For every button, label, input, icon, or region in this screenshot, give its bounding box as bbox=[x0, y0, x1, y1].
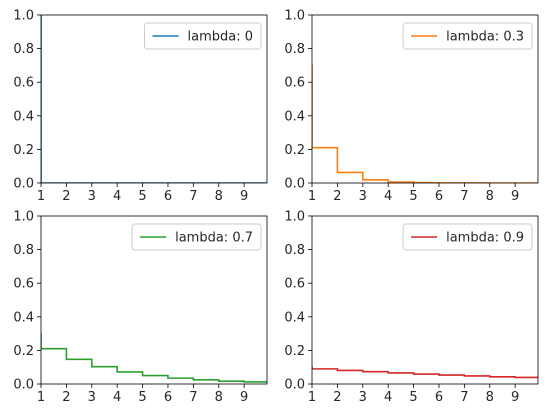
x-tick-label: 5 bbox=[138, 189, 146, 204]
x-tick-label: 5 bbox=[409, 390, 417, 405]
legend: lambda: 0 bbox=[144, 22, 262, 50]
legend-label: lambda: 0.3 bbox=[446, 30, 524, 45]
x-tick-label: 8 bbox=[215, 189, 223, 204]
y-tick-label: 1.0 bbox=[13, 210, 34, 225]
series-line bbox=[312, 366, 538, 379]
x-tick-label: 8 bbox=[486, 189, 494, 204]
y-tick-label: 0.2 bbox=[13, 344, 34, 359]
x-tick-label: 4 bbox=[113, 390, 121, 405]
y-tick-label: 1.0 bbox=[284, 9, 305, 24]
x-tick-label: 7 bbox=[189, 189, 197, 204]
x-tick-label: 9 bbox=[240, 390, 248, 405]
axes-frame bbox=[311, 14, 539, 184]
legend-label: lambda: 0.9 bbox=[446, 231, 524, 246]
y-tick-label: 0.4 bbox=[13, 109, 34, 124]
x-tick-label: 6 bbox=[435, 390, 443, 405]
x-tick-label: 4 bbox=[384, 390, 392, 405]
series-line bbox=[41, 332, 267, 383]
x-tick-label: 7 bbox=[460, 390, 468, 405]
x-tick-label: 3 bbox=[359, 189, 367, 204]
y-tick-label: 1.0 bbox=[284, 210, 305, 225]
y-tick-label: 0.8 bbox=[13, 243, 34, 258]
y-tick-label: 0.6 bbox=[284, 277, 305, 292]
legend: lambda: 0.3 bbox=[402, 22, 533, 50]
axes-frame bbox=[311, 215, 539, 385]
x-tick-label: 6 bbox=[435, 189, 443, 204]
x-tick-label: 1 bbox=[37, 189, 45, 204]
subplot-1: 1 2 3 4 5 6 7 8 9 0.0 0.2 0.4 0.6 0.8 1.0 lambda: 0 bbox=[13, 9, 268, 204]
x-tick-label: 4 bbox=[384, 189, 392, 204]
y-tick-label: 0.8 bbox=[284, 42, 305, 57]
y-tick-label: 1.0 bbox=[13, 9, 34, 24]
y-tick-label: 0.4 bbox=[13, 310, 34, 325]
legend-box bbox=[131, 223, 262, 251]
y-tick-label: 0.0 bbox=[284, 378, 305, 393]
subplot-2: 1 2 3 4 5 6 7 8 9 0.0 0.2 0.4 0.6 0.8 1.0 lambda: 0.3 bbox=[284, 9, 539, 204]
y-tick-label: 0.8 bbox=[284, 243, 305, 258]
y-tick-label: 0.6 bbox=[13, 76, 34, 91]
x-tick-label: 4 bbox=[113, 189, 121, 204]
x-tick-label: 2 bbox=[333, 189, 341, 204]
x-tick-label: 3 bbox=[359, 390, 367, 405]
y-tick-label: 0.0 bbox=[13, 378, 34, 393]
x-tick-label: 1 bbox=[308, 189, 316, 204]
x-tick-label: 2 bbox=[333, 390, 341, 405]
subplot-3: 1 2 3 4 5 6 7 8 9 0.0 0.2 0.4 0.6 0.8 1.0 lambda: 0.7 bbox=[13, 210, 268, 405]
y-tick-label: 0.4 bbox=[284, 109, 305, 124]
x-tick-label: 2 bbox=[62, 189, 70, 204]
legend-box bbox=[144, 22, 262, 50]
x-tick-label: 9 bbox=[511, 390, 519, 405]
axes-frame bbox=[40, 14, 268, 184]
x-tick-label: 6 bbox=[164, 390, 172, 405]
x-tick-label: 1 bbox=[308, 390, 316, 405]
y-tick-label: 0.4 bbox=[284, 310, 305, 325]
y-tick-label: 0.0 bbox=[13, 177, 34, 192]
x-tick-label: 9 bbox=[511, 189, 519, 204]
legend-label: lambda: 0 bbox=[188, 30, 254, 45]
legend-box bbox=[402, 22, 533, 50]
x-tick-label: 2 bbox=[62, 390, 70, 405]
y-tick-label: 0.2 bbox=[284, 143, 305, 158]
x-tick-label: 3 bbox=[88, 390, 96, 405]
legend-label: lambda: 0.7 bbox=[175, 231, 253, 246]
series-line bbox=[312, 64, 538, 183]
x-tick-label: 1 bbox=[37, 390, 45, 405]
x-tick-label: 8 bbox=[486, 390, 494, 405]
x-tick-label: 3 bbox=[88, 189, 96, 204]
x-tick-label: 9 bbox=[240, 189, 248, 204]
y-tick-label: 0.2 bbox=[13, 143, 34, 158]
legend: lambda: 0.9 bbox=[402, 223, 533, 251]
y-tick-label: 0.8 bbox=[13, 42, 34, 57]
x-tick-label: 5 bbox=[138, 390, 146, 405]
y-tick-label: 0.2 bbox=[284, 344, 305, 359]
y-tick-label: 0.0 bbox=[284, 177, 305, 192]
subplot-4: 1 2 3 4 5 6 7 8 9 0.0 0.2 0.4 0.6 0.8 1.0 lambda: 0.9 bbox=[284, 210, 539, 405]
x-tick-label: 7 bbox=[189, 390, 197, 405]
legend-box bbox=[402, 223, 533, 251]
y-tick-label: 0.6 bbox=[13, 277, 34, 292]
x-tick-label: 6 bbox=[164, 189, 172, 204]
legend: lambda: 0.7 bbox=[131, 223, 262, 251]
x-tick-label: 5 bbox=[409, 189, 417, 204]
x-tick-label: 7 bbox=[460, 189, 468, 204]
axes-frame bbox=[40, 215, 268, 385]
y-tick-label: 0.6 bbox=[284, 76, 305, 91]
x-tick-label: 8 bbox=[215, 390, 223, 405]
